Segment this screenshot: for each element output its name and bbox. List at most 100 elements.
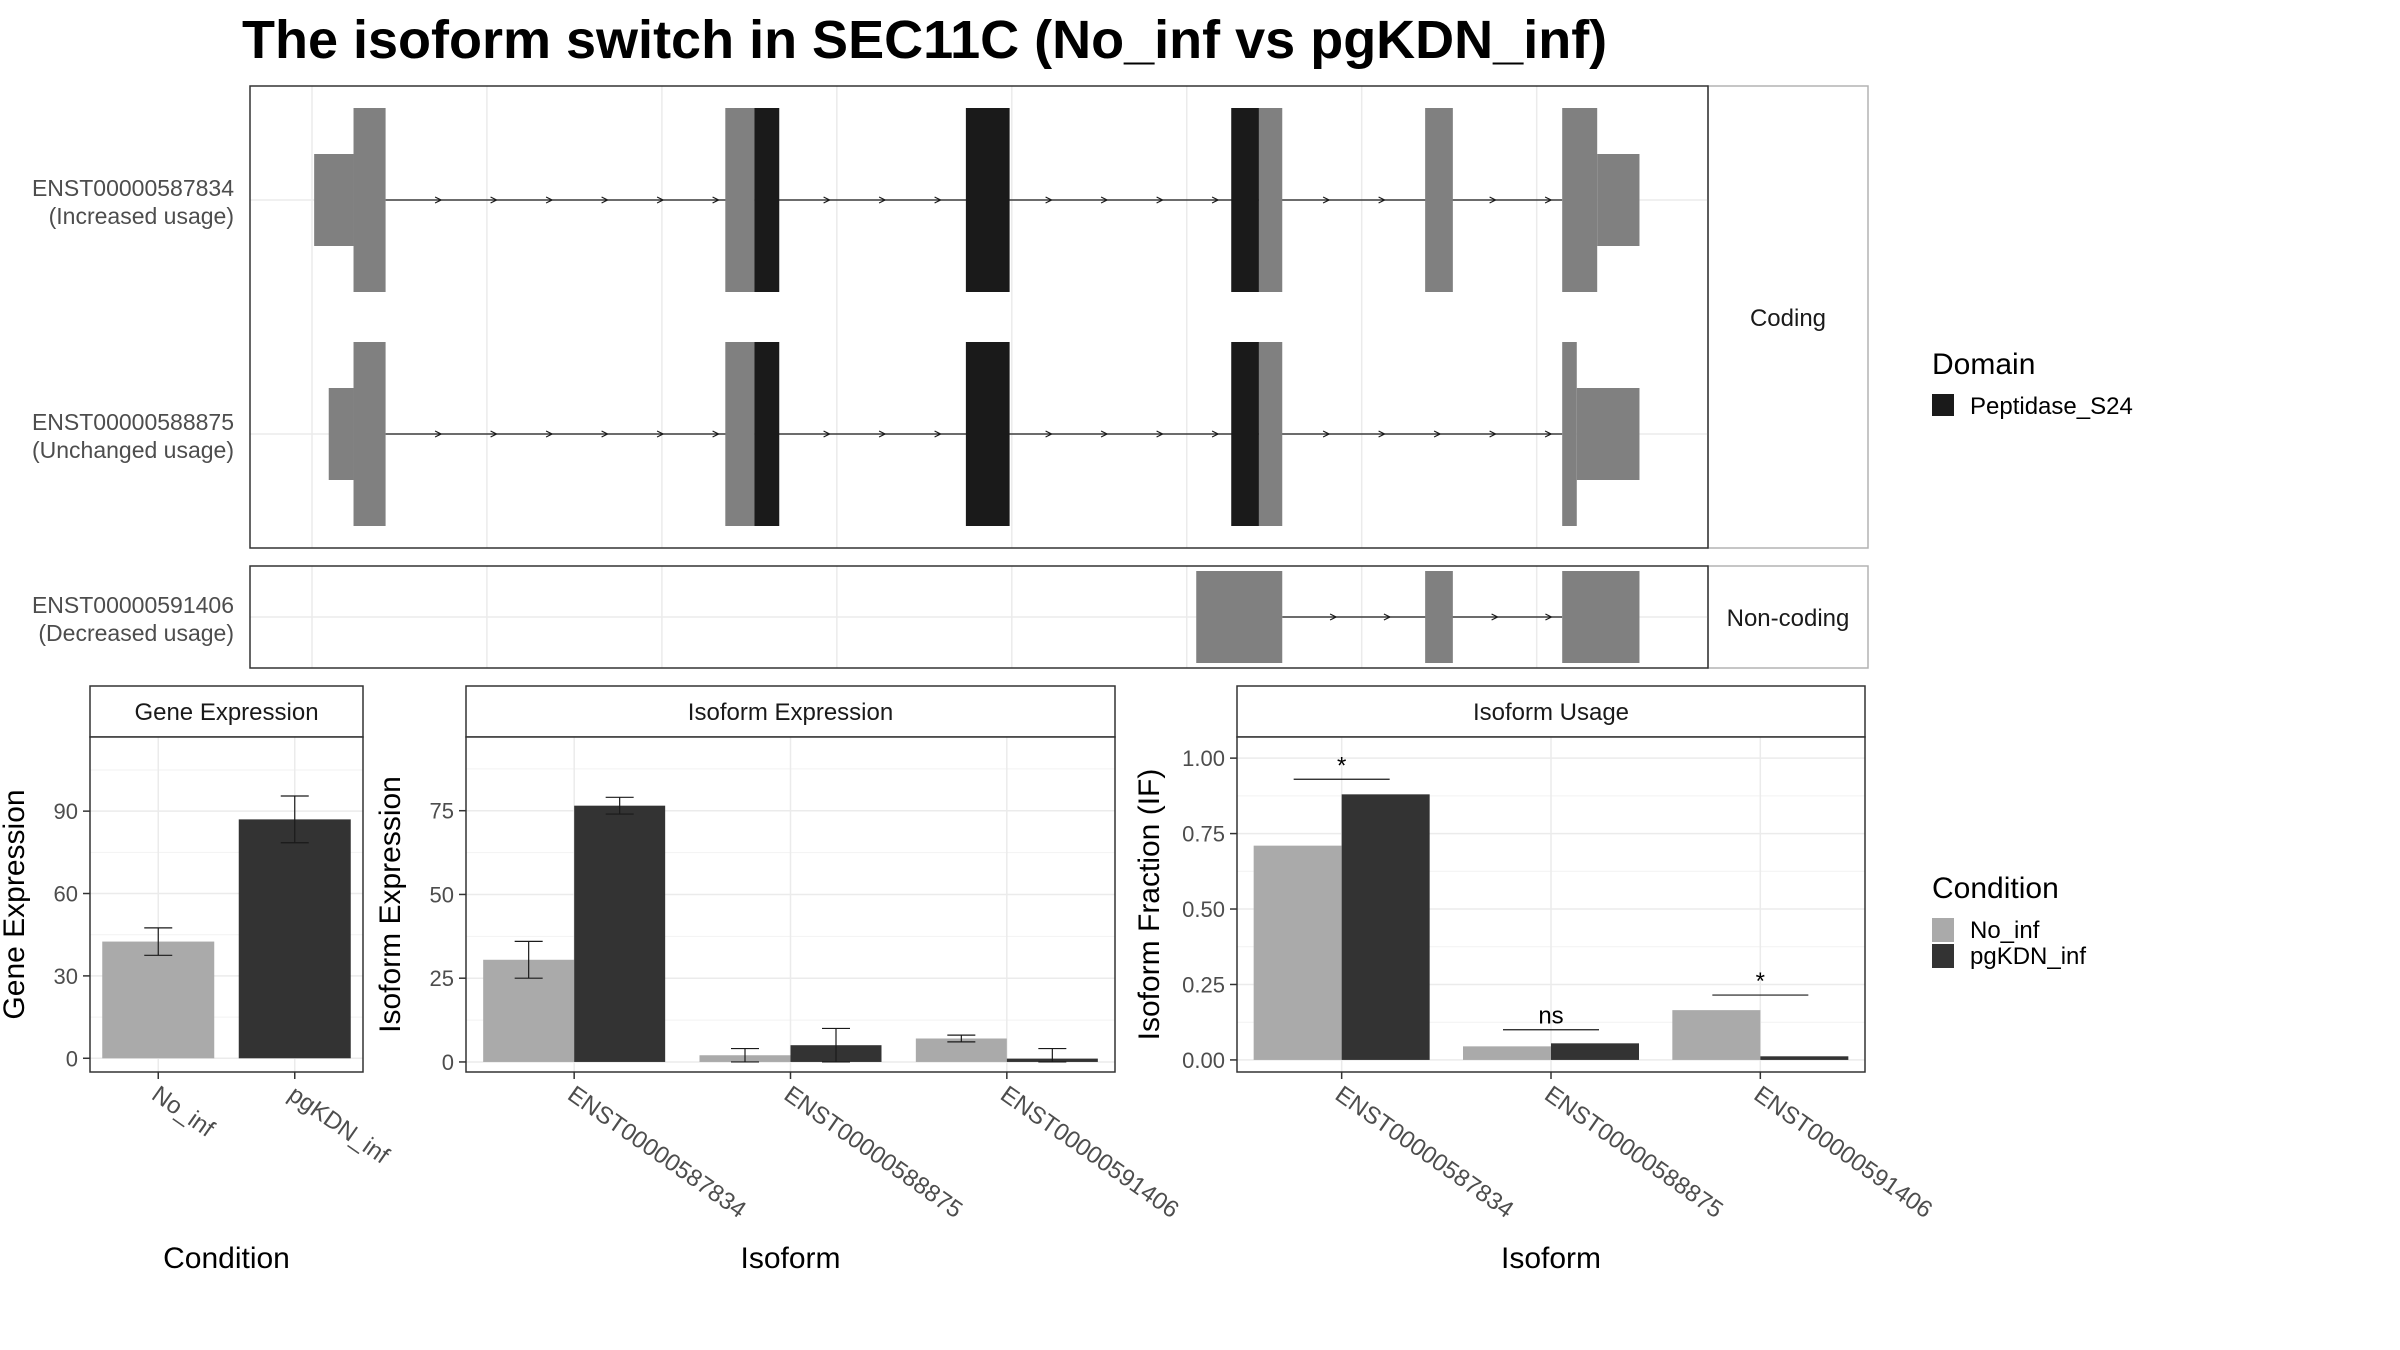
condition-legend-title: Condition (1932, 872, 2059, 905)
domain-exon-block (754, 108, 780, 292)
legends: Domain Peptidase_S24 Condition No_inf pg… (1932, 348, 2133, 970)
intron-direction-arrow (1489, 196, 1497, 204)
domain-exon-block (965, 108, 1010, 292)
intron-direction-arrow (1383, 613, 1392, 621)
x-tick-label: ENST00000587834 (563, 1081, 751, 1224)
plot-border (89, 736, 364, 1073)
significance-label: * (1337, 752, 1346, 779)
noncoding-panel-border (249, 565, 1709, 669)
condition-legend-item-pgkdn-inf: pgKDN_inf (1970, 943, 2086, 970)
intron-direction-arrow (712, 196, 720, 204)
x-axis-title: Condition (163, 1242, 290, 1275)
transcript-usage-label: (Increased usage) (49, 203, 234, 229)
transcript-id-label: ENST00000587834 (32, 175, 234, 201)
bar-chart-2: Isoform Usage * ns * 0.00 0.25 0.50 0.75 1.00 ENS… (1133, 685, 1937, 1275)
exon-block (314, 154, 354, 246)
exon-block (725, 342, 755, 526)
intron-direction-arrow (601, 196, 609, 204)
x-axis-title: Isoform (1501, 1242, 1601, 1275)
domain-legend: Domain Peptidase_S24 (1932, 348, 2133, 420)
y-axis-title: Isoform Expression (374, 776, 407, 1033)
bar-chart-0: Gene Expression 0 30 60 90 No_inf pgKDN_inf Con… (0, 685, 394, 1275)
coding-strip (1707, 85, 1869, 549)
bar-no-inf (1672, 1010, 1761, 1060)
x-tick-label: No_inf (147, 1081, 220, 1143)
intron-direction-arrow (1433, 430, 1442, 438)
coding-strip-label: Coding (1750, 305, 1826, 332)
facet-strip (465, 685, 1116, 738)
x-tick-label: ENST00000591406 (1749, 1081, 1937, 1224)
domain-exon-block (754, 342, 780, 526)
intron-direction-arrow (1489, 430, 1497, 438)
bar-no-inf (1253, 845, 1342, 1060)
exon-block (1258, 108, 1283, 292)
domain-exon-block (1231, 108, 1259, 292)
y-tick-label: 25 (430, 966, 454, 991)
exon-block (1258, 342, 1283, 526)
bar-pgkdn-inf (1341, 794, 1430, 1060)
intron-direction-arrow (1322, 196, 1331, 204)
exon-block (1196, 571, 1283, 663)
condition-legend-item-no-inf: No_inf (1970, 917, 2040, 944)
exon-block (1562, 108, 1598, 292)
intron-direction-arrow (712, 430, 720, 438)
facet-strip-label: Gene Expression (134, 699, 318, 726)
exon-block (328, 388, 354, 480)
bar-chart-1: Isoform Expression 0 25 50 75 ENST00000587834… (374, 685, 1184, 1275)
intron-direction-arrow (1045, 196, 1053, 204)
y-tick-label: 0.50 (1182, 897, 1225, 922)
exon-block (1425, 108, 1453, 292)
x-tick-label: ENST00000587834 (1330, 1081, 1518, 1224)
y-tick-label: 90 (54, 799, 78, 824)
expression-bar-panels: Gene Expression 0 30 60 90 No_inf pgKDN_inf Con… (0, 685, 1937, 1275)
y-tick-label: 0.00 (1182, 1048, 1225, 1073)
y-tick-label: 50 (430, 882, 454, 907)
intron-direction-arrow (878, 430, 887, 438)
exon-block (725, 108, 755, 292)
figure-title: The isoform switch in SEC11C (No_inf vs … (242, 10, 1607, 70)
transcript-id-label: ENST00000588875 (32, 409, 234, 435)
noncoding-strip (1707, 565, 1869, 669)
intron-direction-arrow (545, 196, 554, 204)
domain-legend-item: Peptidase_S24 (1970, 393, 2133, 420)
intron-direction-arrow (1491, 613, 1499, 621)
facet-strip (89, 685, 364, 738)
facet-strip-label: Isoform Usage (1473, 699, 1629, 726)
bar-pgkdn-inf (1760, 1056, 1849, 1060)
condition-legend-swatch-no-inf (1932, 918, 1954, 942)
y-axis-title: Gene Expression (0, 789, 31, 1019)
y-tick-label: 0 (66, 1046, 78, 1071)
intron-direction-arrow (823, 430, 831, 438)
intron-direction-arrow (1211, 196, 1220, 204)
intron-direction-arrow (601, 430, 609, 438)
transcript-structure-panel: Coding Non-coding ENST00000587834(Increase… (32, 85, 1869, 669)
bar-pgkdn-inf (238, 819, 351, 1059)
exon-block (1576, 388, 1640, 480)
x-tick-label: ENST00000588875 (1540, 1081, 1728, 1224)
intron-direction-arrow (545, 430, 554, 438)
y-tick-label: 30 (54, 964, 78, 989)
domain-legend-swatch (1932, 394, 1954, 416)
exon-block (353, 108, 386, 292)
bar-no-inf (1463, 1046, 1551, 1060)
intron-direction-arrow (823, 196, 831, 204)
transcript-id-label: ENST00000591406 (32, 592, 234, 618)
exon-block (1562, 342, 1577, 526)
intron-direction-arrow (1544, 196, 1553, 204)
intron-direction-arrow (656, 196, 665, 204)
x-tick-label: pgKDN_inf (283, 1081, 394, 1170)
condition-legend: Condition No_inf pgKDN_inf (1932, 872, 2086, 970)
intron-direction-arrow (878, 196, 887, 204)
domain-legend-title: Domain (1932, 348, 2035, 381)
significance-label: * (1756, 968, 1765, 995)
domain-exon-block (965, 342, 1010, 526)
intron-direction-arrow (1329, 613, 1338, 621)
intron-direction-arrow (1156, 196, 1164, 204)
exon-block (1562, 571, 1640, 663)
intron-direction-arrow (1545, 613, 1553, 621)
transcript-usage-label: (Unchanged usage) (32, 437, 234, 463)
y-tick-label: 0.25 (1182, 972, 1225, 997)
intron-direction-arrow (1045, 430, 1053, 438)
transcript-usage-label: (Decreased usage) (38, 620, 234, 646)
y-tick-label: 60 (54, 882, 78, 907)
